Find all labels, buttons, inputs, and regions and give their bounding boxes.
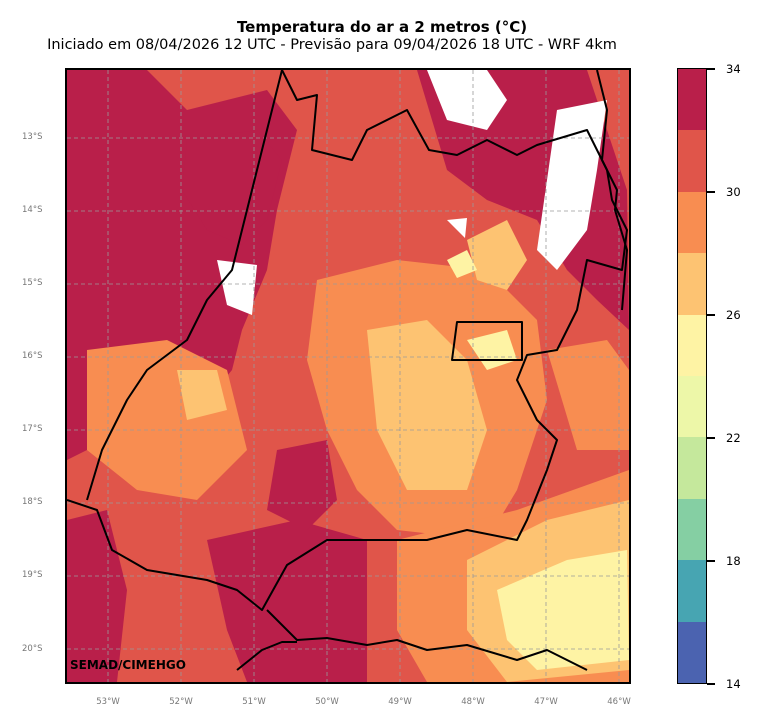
colorbar-segment-14-16	[678, 621, 706, 683]
colorbar-segment-28-30	[678, 191, 706, 254]
state-borders	[67, 70, 628, 671]
lat-tick-19s: 19°S	[22, 570, 43, 580]
lat-tick-17s: 17°S	[22, 424, 43, 434]
lon-tick-53w: 53°W	[96, 697, 120, 707]
field-very-hot-southwest	[67, 510, 127, 682]
colorbar-label-22: 22	[726, 431, 741, 445]
colorbar-tick	[707, 560, 715, 562]
lon-tick-48w: 48°W	[461, 697, 485, 707]
colorbar-segment-24-26	[678, 314, 706, 376]
field-missing-speck-1	[447, 218, 467, 238]
field-cool-north	[447, 250, 477, 278]
goias-border	[67, 70, 628, 611]
field-missing-west	[217, 260, 257, 315]
field-missing-north	[427, 70, 507, 130]
lat-tick-13s: 13°S	[22, 132, 43, 142]
colorbar-label-30: 30	[726, 185, 741, 199]
field-mild-west	[177, 370, 227, 420]
lon-tick-47w: 47°W	[534, 697, 558, 707]
lon-tick-51w: 51°W	[242, 697, 266, 707]
lon-tick-46w: 46°W	[607, 697, 631, 707]
lon-tick-49w: 49°W	[388, 697, 412, 707]
lat-tick-18s: 18°S	[22, 497, 43, 507]
colorbar-label-34: 34	[726, 62, 741, 76]
field-mild-northeast	[467, 220, 527, 290]
credit-label: SEMAD/CIMEHGO	[70, 658, 186, 672]
temperature-map	[65, 68, 631, 684]
lat-tick-14s: 14°S	[22, 205, 43, 215]
northeast-border	[596, 70, 628, 311]
colorbar	[677, 68, 707, 684]
colorbar-segment-26-28	[678, 253, 706, 315]
colorbar-tick	[707, 437, 715, 439]
colorbar-segment-18-20	[678, 498, 706, 561]
colorbar-tick	[707, 68, 715, 70]
colorbar-segment-32-34	[678, 68, 706, 131]
colorbar-segment-20-22	[678, 437, 706, 499]
map-subtitle: Iniciado em 08/04/2026 12 UTC - Previsão…	[47, 37, 617, 53]
field-mild-central	[367, 320, 487, 490]
lon-tick-52w: 52°W	[169, 697, 193, 707]
western-border	[86, 70, 283, 501]
field-very-hot-center	[267, 440, 337, 530]
map-gridlines	[67, 70, 629, 682]
field-very-hot-northwest	[182, 130, 282, 245]
map-title: Temperatura do ar a 2 metros (°C)	[236, 18, 528, 36]
lat-tick-16s: 16°S	[22, 351, 43, 361]
lat-tick-15s: 15°S	[22, 278, 43, 288]
colorbar-label-14: 14	[726, 677, 741, 691]
colorbar-segment-22-24	[678, 375, 706, 438]
lon-tick-50w: 50°W	[315, 697, 339, 707]
colorbar-label-26: 26	[726, 308, 741, 322]
field-missing-northeast	[537, 100, 607, 270]
southern-border	[266, 609, 588, 671]
colorbar-tick	[707, 683, 715, 685]
colorbar-tick	[707, 314, 715, 316]
lat-tick-20s: 20°S	[22, 644, 43, 654]
field-cool-southeast	[497, 550, 629, 670]
colorbar-segment-16-18	[678, 560, 706, 622]
colorbar-tick	[707, 191, 715, 193]
temperature-field	[67, 70, 629, 682]
southwest-border	[236, 641, 297, 671]
colorbar-label-18: 18	[726, 554, 741, 568]
colorbar-segment-30-32	[678, 130, 706, 192]
field-warm-east	[547, 340, 629, 450]
df-border	[451, 321, 523, 361]
